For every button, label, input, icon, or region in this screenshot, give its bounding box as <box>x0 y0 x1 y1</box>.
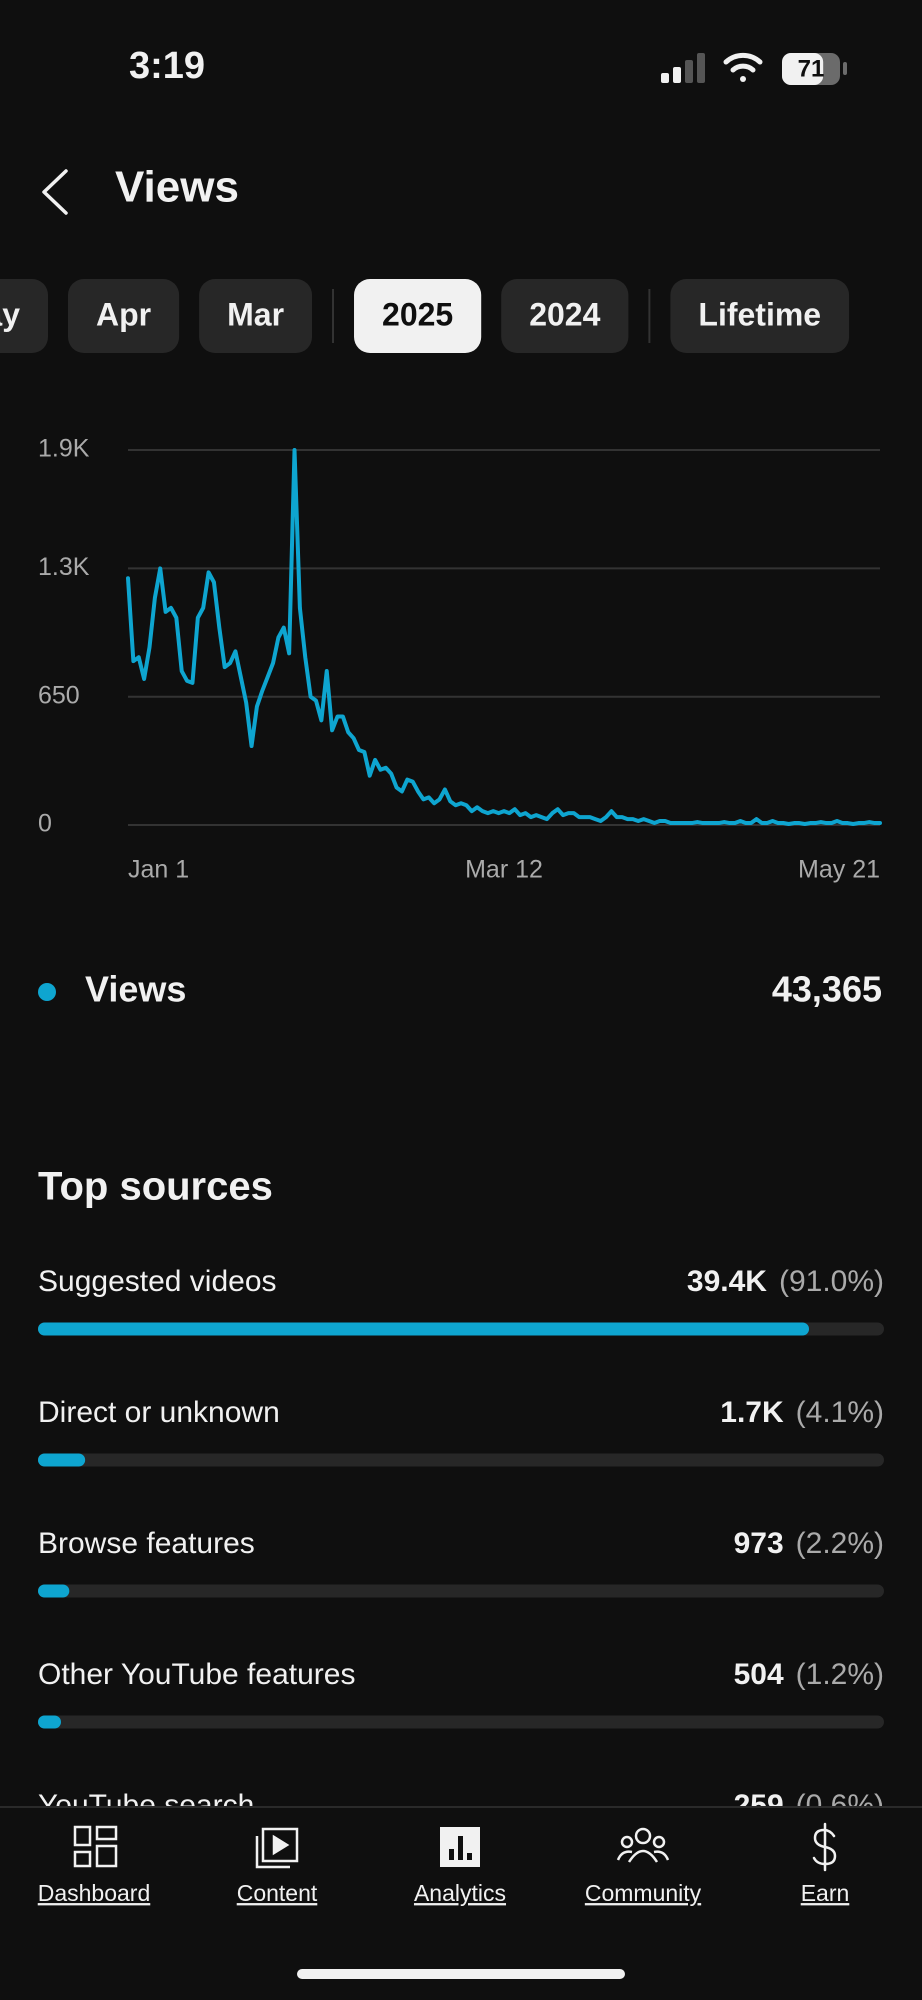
source-name: Browse features <box>38 1527 255 1560</box>
tab-pill[interactable] <box>501 279 629 353</box>
nav-label[interactable]: Analytics <box>414 1880 506 1906</box>
earn-icon <box>812 1822 837 1872</box>
community-icon <box>616 1827 670 1863</box>
battery-percent: 71 <box>798 55 825 82</box>
tab-label[interactable]: 2024 <box>529 296 600 332</box>
tab-label[interactable]: Mar <box>227 296 284 332</box>
nav-label[interactable]: Dashboard <box>38 1880 151 1906</box>
x-tick-label: Mar 12 <box>465 856 543 884</box>
wifi-icon <box>723 52 763 82</box>
legend-label: Views <box>85 969 186 1010</box>
y-tick-label: 0 <box>38 810 52 838</box>
tab-label[interactable]: May <box>0 296 20 332</box>
battery-level <box>782 53 824 85</box>
nav-label[interactable]: Content <box>237 1880 318 1906</box>
tab-pill[interactable] <box>0 279 48 353</box>
page-title: Views <box>115 163 239 212</box>
analytics-icon <box>440 1827 480 1867</box>
nav-items: Dashboard Content Analytics Community Earn <box>38 1880 850 1906</box>
tab-pill[interactable] <box>199 279 313 353</box>
battery-tip <box>843 62 847 75</box>
total-views: 43,365 <box>772 969 882 1010</box>
back-button[interactable] <box>42 169 68 215</box>
dashboard-icon <box>73 1825 118 1868</box>
period-tabs: May Apr Mar 2025 2024 Lifetime <box>0 279 850 353</box>
source-value: 1.7K <box>720 1396 784 1429</box>
source-value: 504 <box>734 1658 784 1691</box>
section-title: Top sources <box>38 1165 273 1209</box>
home-indicator <box>297 1969 625 1979</box>
tab-label[interactable]: Apr <box>96 296 151 332</box>
tab-label[interactable]: Lifetime <box>698 296 821 332</box>
source-value: 39.4K <box>687 1265 767 1298</box>
source-share: (2.2%) <box>796 1527 884 1560</box>
y-tick-label: 1.9K <box>38 435 90 463</box>
source-name: Direct or unknown <box>38 1396 280 1429</box>
source-value: 973 <box>734 1527 784 1560</box>
signal-icon <box>661 53 705 83</box>
legend-dot <box>38 983 56 1001</box>
tab-pill[interactable] <box>68 279 180 353</box>
content-icon <box>255 1827 299 1869</box>
x-tick-label: Jan 1 <box>128 856 189 884</box>
source-share: (91.0%) <box>779 1265 884 1298</box>
source-name: Suggested videos <box>38 1265 277 1298</box>
y-tick-label: 1.3K <box>38 553 90 581</box>
battery-icon: 71 <box>782 53 847 85</box>
tab-pill[interactable] <box>354 279 482 353</box>
nav-label[interactable]: Earn <box>801 1880 850 1906</box>
tab-label[interactable]: 2025 <box>382 296 453 332</box>
x-tick-label: May 21 <box>798 856 880 884</box>
status-time: 3:19 <box>129 45 205 87</box>
tab-pill[interactable] <box>670 279 850 353</box>
nav-label[interactable]: Community <box>585 1880 702 1906</box>
source-share: (1.2%) <box>796 1658 884 1691</box>
y-tick-label: 650 <box>38 681 80 709</box>
views-line <box>126 448 882 827</box>
views-chart: 0 650 1.3K 1.9K Jan 1 Mar 12 May 21 <box>38 435 882 884</box>
source-name: Other YouTube features <box>38 1658 355 1691</box>
source-share: (4.1%) <box>796 1396 884 1429</box>
